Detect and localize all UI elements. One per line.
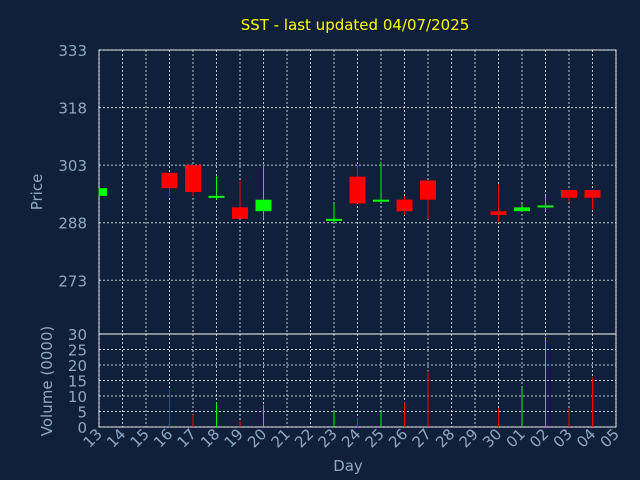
x-tick-label: 17 <box>174 425 200 451</box>
candle-body <box>584 190 601 198</box>
volume-tick-label: 25 <box>68 342 87 360</box>
x-tick-label: 15 <box>127 425 153 451</box>
x-tick-label: 21 <box>268 425 294 451</box>
candle-body <box>420 180 436 200</box>
x-tick-label: 30 <box>479 425 505 451</box>
candle-body <box>326 218 342 221</box>
candle-body <box>349 176 366 204</box>
chart-title: SST - last updated 04/07/2025 <box>241 16 470 34</box>
candle-body <box>255 199 272 212</box>
candle-body <box>232 207 248 219</box>
x-tick-label: 20 <box>244 425 270 451</box>
volume-tick-label: 10 <box>68 388 87 406</box>
x-tick-label: 04 <box>573 425 599 451</box>
x-tick-label: 26 <box>385 425 411 451</box>
x-tick-label: 27 <box>409 425 435 451</box>
candle-body <box>490 211 507 216</box>
volume-tick-label: 0 <box>77 419 87 437</box>
volume-tick-label: 15 <box>68 373 87 391</box>
price-axis-label: Price <box>28 174 46 211</box>
x-tick-label: 18 <box>197 425 223 451</box>
volume-tick-label: 5 <box>77 404 87 422</box>
x-axis-label: Day <box>333 457 363 475</box>
x-tick-label: 28 <box>432 425 458 451</box>
candle-body <box>373 199 389 202</box>
x-tick-label: 19 <box>221 425 247 451</box>
candle-body <box>396 199 413 212</box>
candle-body <box>99 188 107 196</box>
volume-axis-label: Volume (0000) <box>38 326 56 436</box>
x-tick-label: 29 <box>456 425 482 451</box>
x-tick-label: 23 <box>315 425 341 451</box>
x-tick-label: 22 <box>291 425 317 451</box>
price-tick-label: 333 <box>58 42 87 60</box>
x-tick-label: 02 <box>526 425 552 451</box>
price-tick-label: 288 <box>58 215 87 233</box>
x-tick-label: 03 <box>550 425 576 451</box>
x-tick-label: 05 <box>597 425 623 451</box>
x-tick-label: 01 <box>503 425 529 451</box>
candle-body <box>561 190 577 198</box>
volume-tick-label: 30 <box>68 326 87 344</box>
price-panel: 333 318 303 288 273 <box>58 42 617 335</box>
x-tick-label: 24 <box>338 425 364 451</box>
x-axis: 1314151617181920212223242526272829300102… <box>80 425 623 451</box>
price-tick-label: 303 <box>58 157 87 175</box>
price-tick-label: 273 <box>58 272 87 290</box>
x-tick-label: 16 <box>150 425 176 451</box>
candle-body <box>161 172 178 189</box>
price-tick-label: 318 <box>58 100 87 118</box>
volume-tick-label: 20 <box>68 357 87 375</box>
candle-body <box>185 165 201 192</box>
candle-body <box>208 195 225 198</box>
candle-body <box>537 205 554 208</box>
candle-body <box>514 207 530 212</box>
x-tick-label: 14 <box>103 425 129 451</box>
x-tick-label: 25 <box>362 425 388 451</box>
